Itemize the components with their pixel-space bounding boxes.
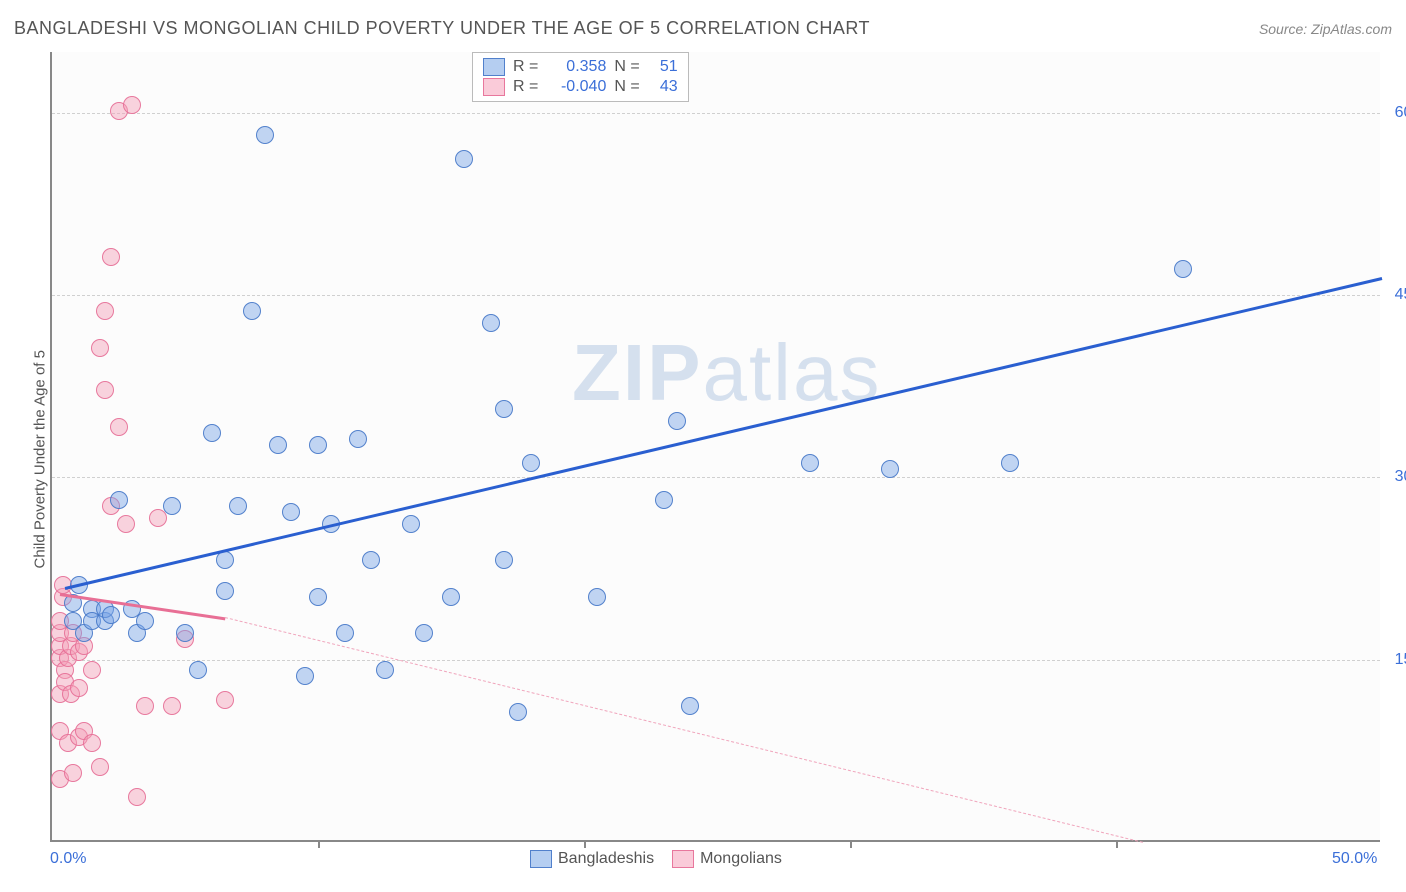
data-point bbox=[102, 248, 120, 266]
data-point bbox=[482, 314, 500, 332]
data-point bbox=[309, 588, 327, 606]
data-point bbox=[588, 588, 606, 606]
chart-header: BANGLADESHI VS MONGOLIAN CHILD POVERTY U… bbox=[14, 18, 1392, 39]
r-value-2: -0.040 bbox=[546, 78, 606, 96]
data-point bbox=[64, 764, 82, 782]
data-point bbox=[216, 691, 234, 709]
data-point bbox=[256, 126, 274, 144]
data-point bbox=[163, 497, 181, 515]
grid-line-h bbox=[52, 295, 1380, 296]
data-point bbox=[415, 624, 433, 642]
y-axis-label: Child Poverty Under the Age of 5 bbox=[32, 309, 49, 569]
data-point bbox=[189, 661, 207, 679]
data-point bbox=[362, 551, 380, 569]
n-label-2: N = bbox=[614, 78, 639, 96]
data-point bbox=[96, 302, 114, 320]
x-tick bbox=[1116, 840, 1118, 848]
data-point bbox=[216, 551, 234, 569]
grid-line-h bbox=[52, 660, 1380, 661]
data-point bbox=[128, 788, 146, 806]
data-point bbox=[83, 661, 101, 679]
trend-line bbox=[225, 617, 1143, 843]
trend-line bbox=[65, 277, 1382, 590]
data-point bbox=[110, 418, 128, 436]
bottom-legend: Bangladeshis Mongolians bbox=[530, 850, 782, 868]
data-point bbox=[495, 400, 513, 418]
y-tick-label: 30.0% bbox=[1395, 468, 1406, 486]
data-point bbox=[495, 551, 513, 569]
r-label-1: R = bbox=[513, 58, 538, 76]
n-value-2: 43 bbox=[648, 78, 678, 96]
x-tick-label: 0.0% bbox=[50, 850, 86, 868]
x-tick bbox=[850, 840, 852, 848]
chart-source: Source: ZipAtlas.com bbox=[1259, 21, 1392, 37]
data-point bbox=[136, 697, 154, 715]
y-tick-label: 60.0% bbox=[1395, 104, 1406, 122]
data-point bbox=[655, 491, 673, 509]
data-point bbox=[102, 606, 120, 624]
legend-swatch-pink bbox=[672, 850, 694, 868]
data-point bbox=[163, 697, 181, 715]
stats-row-blue: R = 0.358 N = 51 bbox=[483, 57, 678, 77]
data-point bbox=[117, 515, 135, 533]
grid-line-h bbox=[52, 477, 1380, 478]
n-value-1: 51 bbox=[648, 58, 678, 76]
legend-item-1: Bangladeshis bbox=[530, 850, 654, 868]
data-point bbox=[229, 497, 247, 515]
data-point bbox=[1001, 454, 1019, 472]
data-point bbox=[91, 339, 109, 357]
chart-title: BANGLADESHI VS MONGOLIAN CHILD POVERTY U… bbox=[14, 18, 870, 39]
data-point bbox=[402, 515, 420, 533]
data-point bbox=[1174, 260, 1192, 278]
data-point bbox=[269, 436, 287, 454]
x-tick bbox=[584, 840, 586, 848]
plot-area: ZIPatlas 15.0%30.0%45.0%60.0% 0.0%50.0% … bbox=[50, 52, 1380, 842]
watermark-bold: ZIP bbox=[572, 328, 702, 417]
stats-legend: R = 0.358 N = 51 R = -0.040 N = 43 bbox=[472, 52, 689, 102]
data-point bbox=[336, 624, 354, 642]
data-point bbox=[681, 697, 699, 715]
legend-swatch-blue bbox=[530, 850, 552, 868]
swatch-pink bbox=[483, 78, 505, 96]
x-tick bbox=[318, 840, 320, 848]
data-point bbox=[216, 582, 234, 600]
data-point bbox=[203, 424, 221, 442]
data-point bbox=[801, 454, 819, 472]
data-point bbox=[376, 661, 394, 679]
data-point bbox=[509, 703, 527, 721]
x-tick-label: 50.0% bbox=[1332, 850, 1377, 868]
y-tick-label: 15.0% bbox=[1395, 651, 1406, 669]
data-point bbox=[123, 96, 141, 114]
data-point bbox=[91, 758, 109, 776]
data-point bbox=[668, 412, 686, 430]
data-point bbox=[243, 302, 261, 320]
r-label-2: R = bbox=[513, 78, 538, 96]
grid-line-h bbox=[52, 113, 1380, 114]
chart-container: BANGLADESHI VS MONGOLIAN CHILD POVERTY U… bbox=[0, 0, 1406, 892]
data-point bbox=[282, 503, 300, 521]
n-label-1: N = bbox=[614, 58, 639, 76]
data-point bbox=[309, 436, 327, 454]
data-point bbox=[110, 491, 128, 509]
y-tick-label: 45.0% bbox=[1395, 286, 1406, 304]
data-point bbox=[881, 460, 899, 478]
legend-item-2: Mongolians bbox=[672, 850, 782, 868]
stats-row-pink: R = -0.040 N = 43 bbox=[483, 77, 678, 97]
data-point bbox=[83, 734, 101, 752]
data-point bbox=[70, 679, 88, 697]
legend-label-1: Bangladeshis bbox=[558, 850, 654, 868]
r-value-1: 0.358 bbox=[546, 58, 606, 76]
swatch-blue bbox=[483, 58, 505, 76]
data-point bbox=[522, 454, 540, 472]
data-point bbox=[442, 588, 460, 606]
data-point bbox=[136, 612, 154, 630]
data-point bbox=[296, 667, 314, 685]
data-point bbox=[96, 381, 114, 399]
data-point bbox=[176, 624, 194, 642]
data-point bbox=[455, 150, 473, 168]
legend-label-2: Mongolians bbox=[700, 850, 782, 868]
data-point bbox=[349, 430, 367, 448]
